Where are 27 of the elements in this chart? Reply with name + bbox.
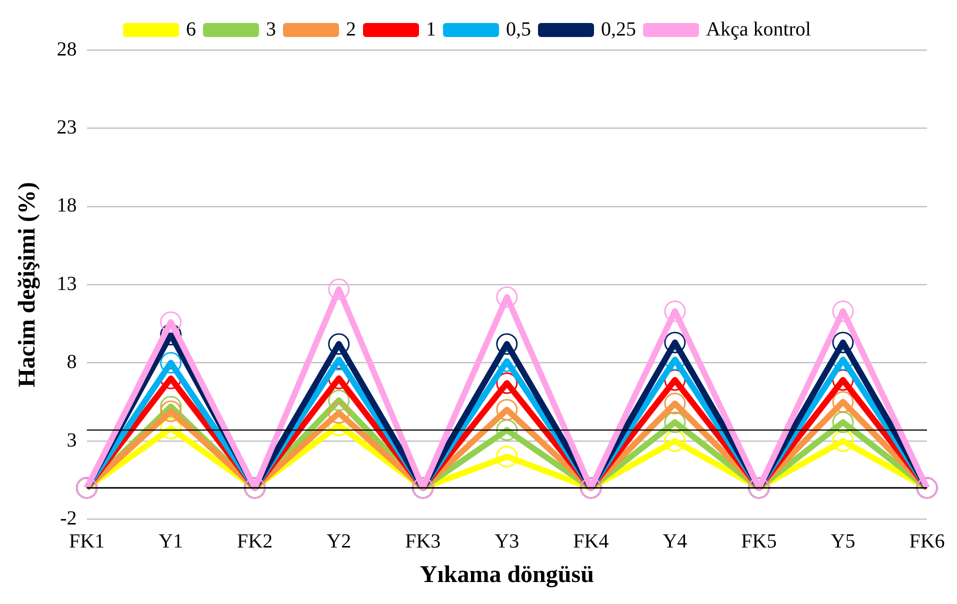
x-tick-label: Y5 bbox=[830, 530, 856, 552]
legend-label: 0,25 bbox=[601, 18, 636, 40]
x-tick-label: FK5 bbox=[741, 530, 777, 552]
x-tick-label: Y3 bbox=[494, 530, 520, 552]
x-tick-label: FK6 bbox=[909, 530, 945, 552]
legend-label: Akça kontrol bbox=[706, 18, 812, 40]
y-tick-label: 8 bbox=[66, 351, 77, 374]
y-tick-label: 18 bbox=[56, 194, 77, 217]
legend-label: 3 bbox=[266, 18, 276, 40]
legend-label: 0,5 bbox=[506, 18, 532, 40]
x-tick-label: Y4 bbox=[662, 530, 688, 552]
legend-label: 6 bbox=[186, 18, 196, 40]
x-tick-label: Y2 bbox=[326, 530, 352, 552]
y-tick-label: 3 bbox=[66, 429, 77, 452]
x-tick-label: FK2 bbox=[237, 530, 273, 552]
legend-label: 2 bbox=[346, 18, 356, 40]
y-tick-label: -2 bbox=[60, 507, 77, 530]
legend-label: 1 bbox=[426, 18, 436, 40]
y-tick-label: 13 bbox=[56, 272, 77, 295]
y-axis-title: Hacim değişimi (%) bbox=[14, 182, 41, 388]
x-tick-label: FK4 bbox=[573, 530, 609, 552]
y-tick-label: 23 bbox=[56, 116, 77, 138]
x-tick-label: FK1 bbox=[69, 530, 105, 552]
x-tick-label: Y1 bbox=[158, 530, 184, 552]
y-tick-label: 28 bbox=[56, 38, 77, 60]
x-tick-label: FK3 bbox=[405, 530, 441, 552]
x-axis-title: Yıkama döngüsü bbox=[420, 562, 594, 588]
